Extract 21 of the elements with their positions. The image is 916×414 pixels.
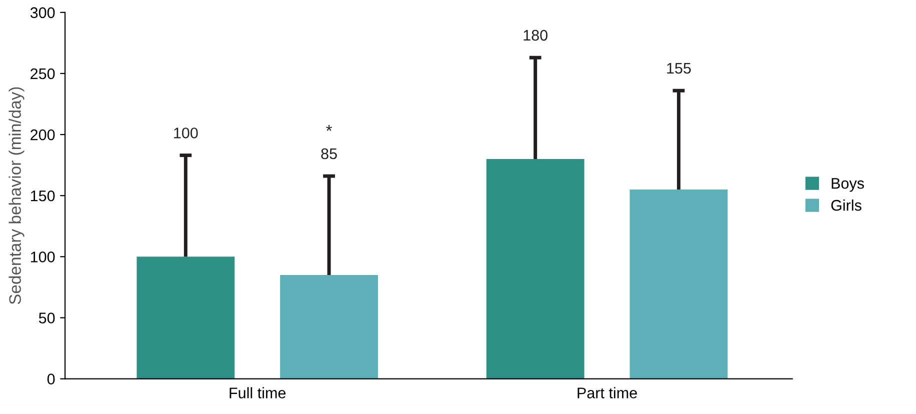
x-tick-label: Part time — [578, 387, 637, 398]
bar — [136, 256, 235, 379]
y-tick-label: 0 — [47, 374, 55, 384]
annotation: 100 — [174, 128, 198, 138]
bar — [280, 275, 378, 379]
annotation: * — [326, 125, 332, 131]
x-tick-label: Full time — [230, 387, 286, 398]
y-tick-label: 250 — [30, 68, 55, 80]
legend-label: Girls — [831, 200, 862, 211]
annotation: 155 — [667, 63, 691, 74]
y-tick-label: 200 — [30, 129, 55, 140]
y-tick-label: 50 — [38, 312, 55, 324]
bar — [486, 158, 584, 379]
bar — [630, 190, 728, 379]
y-tick-label: 100 — [30, 252, 55, 262]
legend-label: Boys — [832, 178, 864, 192]
annotation: 85 — [321, 148, 337, 160]
y-tick-label: 300 — [30, 7, 55, 18]
y-tick-label: 150 — [30, 190, 55, 202]
annotation: 180 — [524, 30, 548, 41]
y-axis-title: Sedentary behavior (min/day) — [8, 87, 24, 304]
